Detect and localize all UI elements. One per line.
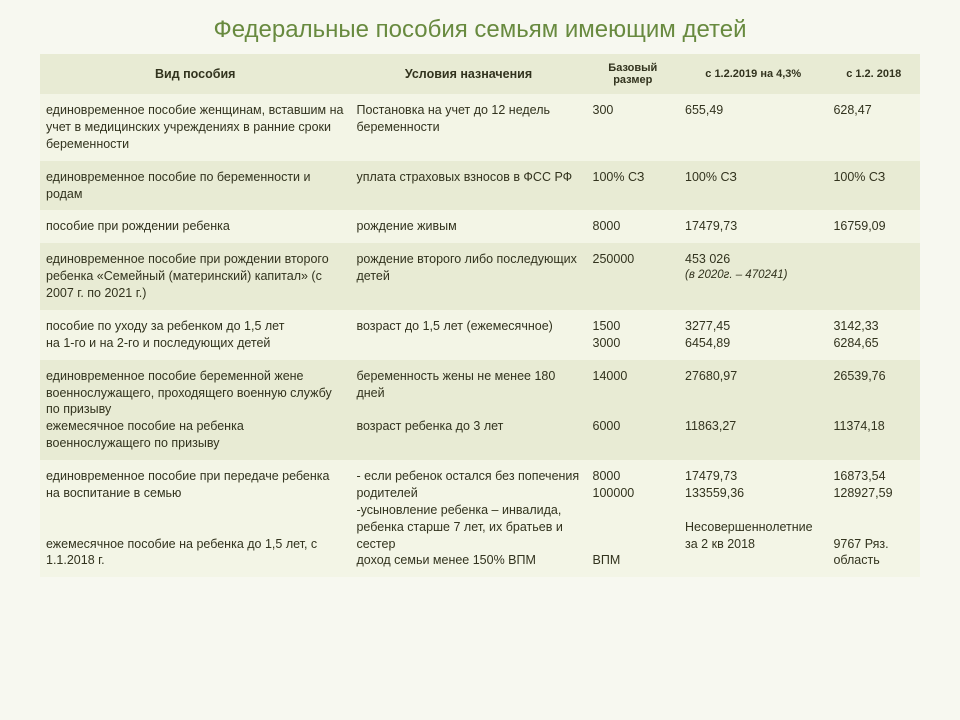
cell-base: 300	[587, 94, 680, 161]
cell-2018: 3142,33 6284,65	[827, 310, 920, 360]
page-title: Федеральные пособия семьям имеющим детей	[40, 16, 920, 44]
cell-base: 250000	[587, 243, 680, 310]
cell-2019: 453 026 (в 2020г. – 470241)	[679, 243, 827, 310]
cell-2019: 17479,73 133559,36 Несовершеннолетние за…	[679, 460, 827, 577]
cell-conditions: рождение второго либо последующих детей	[350, 243, 586, 310]
header-2019: с 1.2.2019 на 4,3%	[679, 54, 827, 94]
cell-base: 1500 3000	[587, 310, 680, 360]
cell-type: единовременное пособие по беременности и…	[40, 161, 350, 211]
cell-conditions: - если ребенок остался без попечения род…	[350, 460, 586, 577]
table-header-row: Вид пособия Условия назначения Базовый р…	[40, 54, 920, 94]
slide-container: Федеральные пособия семьям имеющим детей…	[0, 0, 960, 720]
cell-conditions: Постановка на учет до 12 недель беременн…	[350, 94, 586, 161]
table-row: пособие по уходу за ребенком до 1,5 лет …	[40, 310, 920, 360]
cell-conditions: беременность жены не менее 180 дней возр…	[350, 360, 586, 460]
header-conditions: Условия назначения	[350, 54, 586, 94]
cell-type: единовременное пособие женщинам, вставши…	[40, 94, 350, 161]
cell-base: 8000	[587, 210, 680, 243]
cell-type: единовременное пособие беременной жене в…	[40, 360, 350, 460]
cell-conditions: уплата страховых взносов в ФСС РФ	[350, 161, 586, 211]
cell-conditions: рождение живым	[350, 210, 586, 243]
cell-2018	[827, 243, 920, 310]
cell-2019: 17479,73	[679, 210, 827, 243]
cell-type: единовременное пособие при передаче ребе…	[40, 460, 350, 577]
header-2018: с 1.2. 2018	[827, 54, 920, 94]
cell-2018: 628,47	[827, 94, 920, 161]
cell-base: 8000 100000 ВПМ	[587, 460, 680, 577]
cell-conditions: возраст до 1,5 лет (ежемесячное)	[350, 310, 586, 360]
table-row: единовременное пособие при передаче ребе…	[40, 460, 920, 577]
cell-2019-note: (в 2020г. – 470241)	[685, 268, 821, 284]
table-row: пособие при рождении ребенкарождение жив…	[40, 210, 920, 243]
table-row: единовременное пособие женщинам, вставши…	[40, 94, 920, 161]
header-type: Вид пособия	[40, 54, 350, 94]
cell-2018: 100% СЗ	[827, 161, 920, 211]
cell-2018: 16873,54 128927,59 9767 Ряз. область	[827, 460, 920, 577]
cell-type: пособие по уходу за ребенком до 1,5 лет …	[40, 310, 350, 360]
cell-2019: 3277,45 6454,89	[679, 310, 827, 360]
table-row: единовременное пособие по беременности и…	[40, 161, 920, 211]
cell-2019: 100% СЗ	[679, 161, 827, 211]
cell-2018: 16759,09	[827, 210, 920, 243]
header-base: Базовый размер	[587, 54, 680, 94]
cell-base: 14000 6000	[587, 360, 680, 460]
table-row: единовременное пособие беременной жене в…	[40, 360, 920, 460]
table-row: единовременное пособие при рождении втор…	[40, 243, 920, 310]
benefits-table: Вид пособия Условия назначения Базовый р…	[40, 54, 920, 577]
cell-base: 100% СЗ	[587, 161, 680, 211]
cell-2018: 26539,76 11374,18	[827, 360, 920, 460]
cell-2019: 27680,97 11863,27	[679, 360, 827, 460]
cell-2019: 655,49	[679, 94, 827, 161]
cell-type: единовременное пособие при рождении втор…	[40, 243, 350, 310]
cell-type: пособие при рождении ребенка	[40, 210, 350, 243]
